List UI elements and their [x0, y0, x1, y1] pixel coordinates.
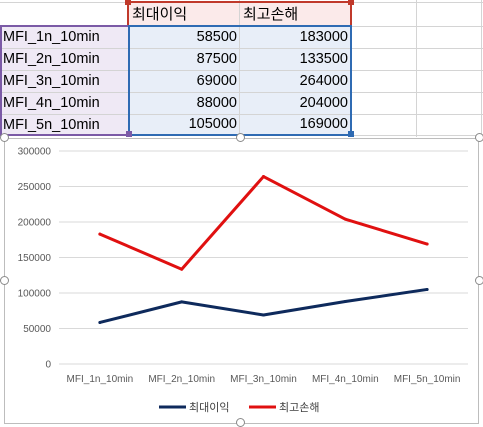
row-label[interactable]: MFI_4n_10min	[3, 95, 100, 111]
series-line-2	[98, 175, 429, 271]
value-range-highlight	[129, 26, 351, 135]
data-point	[343, 217, 347, 221]
x-tick-label: MFI_1n_10min	[67, 374, 134, 385]
grid-line	[416, 0, 417, 137]
loss-cell[interactable]: 264000	[299, 73, 348, 89]
grid-line	[481, 0, 482, 137]
y-tick-label: 100000	[18, 289, 52, 300]
data-point	[343, 300, 347, 304]
loss-cell[interactable]: 133500	[299, 51, 348, 67]
chart-resize-handle[interactable]	[0, 276, 9, 285]
chart-resize-handle[interactable]	[236, 133, 245, 142]
profit-cell[interactable]: 58500	[196, 29, 237, 45]
series-line-1	[98, 287, 429, 324]
range-resize-handle[interactable]	[348, 0, 354, 5]
data-point	[98, 320, 102, 324]
header-loss[interactable]: 최고손해	[243, 6, 299, 23]
range-resize-handle[interactable]	[125, 0, 131, 5]
y-tick-label: 300000	[18, 147, 52, 158]
x-tick-label: MFI_5n_10min	[394, 374, 461, 385]
row-label[interactable]: MFI_5n_10min	[3, 117, 100, 133]
data-point	[262, 313, 265, 317]
y-tick-label: 0	[45, 360, 51, 371]
grid-line	[0, 92, 483, 93]
range-resize-handle[interactable]	[348, 131, 354, 137]
x-tick-label: MFI_2n_10min	[148, 374, 215, 385]
grid-line	[0, 114, 483, 115]
spreadsheet-area: 최대이익 최고손해 MFI_1n_10min 58500 183000 MFI_…	[0, 0, 483, 137]
line-chart[interactable]: 0 50000 100000 150000 200000 250000 300000 MFI_…	[4, 138, 479, 424]
loss-cell[interactable]: 169000	[299, 116, 348, 132]
profit-cell[interactable]: 105000	[188, 116, 237, 132]
grid-line	[0, 48, 483, 49]
chart-resize-handle[interactable]	[236, 418, 245, 427]
y-tick-label: 200000	[18, 218, 52, 229]
chart-resize-handle[interactable]	[475, 133, 483, 142]
loss-cell[interactable]: 204000	[299, 95, 348, 111]
grid-line	[0, 70, 483, 71]
x-tick-label: MFI_4n_10min	[312, 374, 379, 385]
profit-cell[interactable]: 88000	[196, 95, 237, 111]
row-label[interactable]: MFI_2n_10min	[3, 51, 100, 67]
data-point	[180, 300, 184, 304]
chart-resize-handle[interactable]	[0, 133, 9, 142]
x-tick-label: MFI_3n_10min	[230, 374, 297, 385]
range-resize-handle[interactable]	[126, 131, 132, 137]
legend-label: 최대이익	[189, 401, 229, 414]
profit-cell[interactable]: 87500	[196, 51, 237, 67]
legend-label: 최고손해	[279, 400, 319, 414]
y-tick-label: 50000	[23, 324, 51, 335]
y-tick-label: 250000	[18, 182, 52, 193]
data-point	[425, 242, 429, 246]
header-range-highlight	[129, 2, 351, 26]
data-point	[425, 287, 429, 291]
data-point	[180, 267, 184, 271]
chart-resize-handle[interactable]	[475, 276, 483, 285]
profit-cell[interactable]: 69000	[196, 73, 237, 89]
label-range-highlight	[1, 26, 129, 135]
row-label[interactable]: MFI_1n_10min	[3, 29, 100, 45]
grid-line	[239, 0, 240, 137]
header-profit[interactable]: 최대이익	[132, 6, 188, 23]
row-label[interactable]: MFI_3n_10min	[3, 73, 100, 89]
y-tick-label: 150000	[18, 253, 52, 264]
chart-canvas: 0 50000 100000 150000 200000 250000 300000 MFI_…	[18, 147, 468, 414]
data-point	[262, 175, 265, 179]
data-point	[98, 232, 102, 236]
loss-cell[interactable]: 183000	[299, 29, 348, 45]
